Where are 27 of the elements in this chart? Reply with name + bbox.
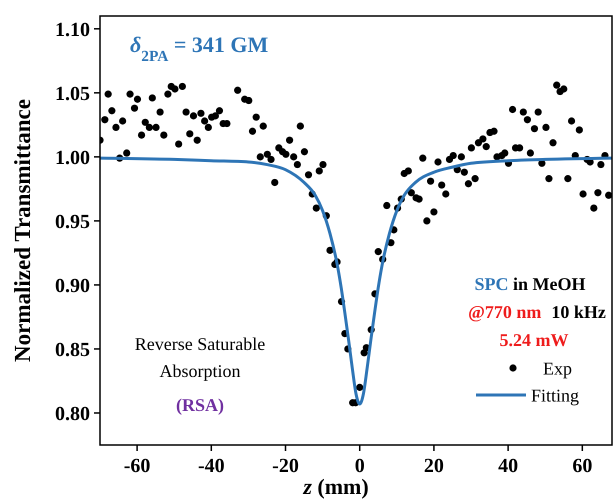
annotation: 10 kHz	[551, 302, 606, 322]
y-tick-label: 0.95	[55, 210, 90, 233]
x-tick-label: -20	[272, 455, 299, 477]
annotation: Absorption	[160, 361, 240, 381]
y-tick-label: 1.10	[55, 18, 90, 41]
legend-label: Exp	[543, 358, 572, 378]
y-tick-label: 1.00	[55, 146, 90, 169]
annotation: in MeOH	[508, 274, 586, 294]
x-tick-label: 20	[424, 455, 444, 477]
y-tick-label: 1.05	[55, 82, 90, 105]
annotation: @770 nm	[468, 302, 542, 322]
x-tick-label: 40	[498, 455, 518, 477]
x-axis-title: z (mm)	[302, 474, 369, 499]
y-tick-label: 0.80	[55, 402, 90, 425]
y-tick-label: 0.90	[55, 274, 90, 297]
x-tick-label: 0	[354, 455, 365, 477]
annotation: 5.24 mW	[500, 330, 568, 350]
x-tick-label: -60	[124, 455, 150, 477]
legend-label: Fitting	[531, 385, 580, 406]
x-tick-label: -40	[198, 455, 225, 477]
annotation: Reverse Saturable	[134, 334, 266, 354]
annotation: δ$_{2PA}$ = 341 GM	[130, 32, 269, 64]
x-tick-label: 60	[572, 455, 592, 477]
y-tick-label: 0.85	[55, 338, 90, 361]
annotation: (RSA)	[176, 395, 224, 415]
y-axis-title: Normalized Transmittance	[10, 99, 35, 362]
annotation: SPC	[474, 274, 509, 294]
